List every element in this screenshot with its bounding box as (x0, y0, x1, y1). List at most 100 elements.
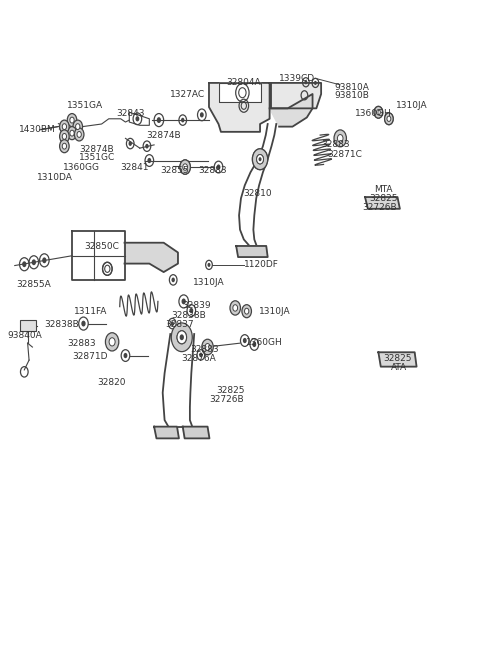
Text: 32883: 32883 (198, 166, 227, 176)
Circle shape (70, 117, 74, 123)
Circle shape (257, 155, 264, 164)
Circle shape (171, 278, 175, 282)
Polygon shape (124, 243, 178, 272)
Circle shape (244, 309, 249, 314)
Circle shape (73, 120, 83, 133)
Circle shape (376, 109, 380, 115)
Circle shape (123, 353, 127, 358)
Circle shape (67, 126, 77, 140)
Circle shape (200, 112, 204, 117)
Polygon shape (270, 94, 312, 126)
Circle shape (74, 128, 84, 141)
Circle shape (183, 164, 188, 170)
Text: 32838B: 32838B (171, 310, 206, 320)
Text: 93810B: 93810B (335, 92, 370, 100)
Text: 32871C: 32871C (327, 149, 362, 159)
Circle shape (190, 308, 193, 313)
Text: 32850C: 32850C (84, 242, 119, 251)
Circle shape (147, 158, 151, 163)
Text: 1339CD: 1339CD (279, 74, 315, 83)
Text: 32843: 32843 (116, 109, 144, 118)
Circle shape (334, 130, 347, 147)
Circle shape (199, 352, 203, 357)
Circle shape (171, 323, 192, 352)
Circle shape (75, 124, 80, 130)
Text: 1310JA: 1310JA (193, 278, 225, 287)
Circle shape (67, 113, 77, 126)
Circle shape (374, 106, 383, 118)
Text: 1327AC: 1327AC (170, 90, 205, 98)
Circle shape (230, 301, 240, 315)
Circle shape (62, 143, 67, 149)
Text: 32726B: 32726B (362, 203, 397, 212)
Text: 32871D: 32871D (72, 352, 108, 362)
Text: 32825: 32825 (383, 354, 412, 364)
Text: MTA: MTA (374, 185, 393, 194)
Text: 32825: 32825 (369, 194, 397, 203)
Text: 93840A: 93840A (7, 331, 42, 340)
Circle shape (252, 149, 268, 170)
Text: 1360GH: 1360GH (355, 109, 392, 118)
Circle shape (233, 305, 238, 311)
Text: 32876A: 32876A (181, 354, 216, 364)
FancyBboxPatch shape (20, 320, 36, 331)
Text: 32855A: 32855A (16, 280, 51, 289)
Circle shape (180, 334, 184, 340)
Circle shape (314, 81, 317, 85)
Text: 32804A: 32804A (227, 78, 261, 86)
Text: 32855: 32855 (160, 166, 189, 176)
Text: 1360GG: 1360GG (63, 162, 100, 172)
Circle shape (157, 117, 161, 123)
Polygon shape (218, 83, 262, 102)
Text: 32838B: 32838B (45, 320, 79, 329)
Polygon shape (365, 197, 400, 209)
Polygon shape (378, 352, 417, 367)
Text: 32810: 32810 (243, 189, 272, 198)
Circle shape (180, 160, 191, 174)
Circle shape (42, 257, 47, 263)
Circle shape (181, 118, 184, 122)
Text: 1310DA: 1310DA (37, 173, 73, 182)
Circle shape (60, 140, 69, 153)
Text: 32883: 32883 (67, 339, 96, 348)
Circle shape (81, 321, 85, 327)
Circle shape (32, 259, 36, 265)
Text: 32841: 32841 (120, 162, 148, 172)
Circle shape (242, 305, 252, 318)
Polygon shape (154, 426, 179, 438)
Text: 1311FA: 1311FA (74, 307, 108, 316)
Circle shape (170, 321, 174, 326)
Text: 1310JA: 1310JA (396, 102, 428, 110)
Text: 32820: 32820 (97, 378, 125, 387)
Circle shape (129, 141, 132, 146)
Circle shape (252, 342, 256, 347)
Circle shape (202, 339, 213, 355)
Circle shape (259, 157, 262, 161)
Circle shape (205, 343, 210, 350)
Text: 1360GH: 1360GH (246, 338, 283, 347)
Circle shape (135, 116, 139, 121)
Circle shape (70, 130, 74, 136)
Circle shape (60, 130, 69, 143)
Text: 32874B: 32874B (80, 145, 114, 154)
Text: 1351GA: 1351GA (67, 102, 103, 110)
Circle shape (77, 132, 81, 138)
Circle shape (109, 338, 115, 346)
Circle shape (207, 263, 211, 267)
Circle shape (243, 338, 247, 343)
Text: 1120DF: 1120DF (244, 261, 279, 269)
Circle shape (337, 134, 343, 142)
Circle shape (177, 331, 187, 344)
Circle shape (60, 120, 69, 133)
Circle shape (181, 299, 186, 305)
Circle shape (22, 261, 26, 267)
Text: 1430BM: 1430BM (19, 125, 56, 134)
Circle shape (62, 134, 67, 140)
Text: 1351GC: 1351GC (79, 153, 115, 162)
Circle shape (145, 144, 149, 149)
Text: 32883: 32883 (191, 345, 219, 354)
Circle shape (62, 124, 67, 130)
Text: 93810A: 93810A (335, 83, 370, 92)
Polygon shape (209, 83, 321, 132)
Circle shape (304, 80, 307, 84)
